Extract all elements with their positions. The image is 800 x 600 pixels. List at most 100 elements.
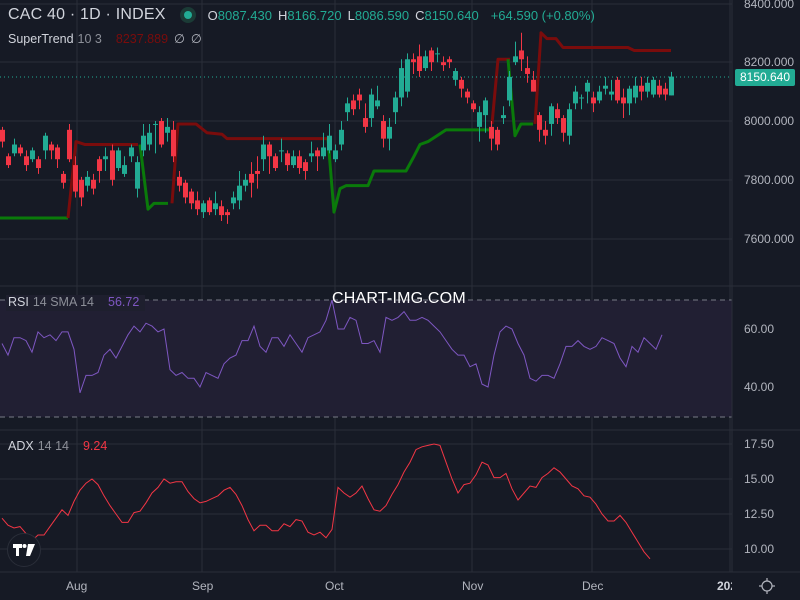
candle-body (225, 212, 230, 216)
candle-body (243, 179, 248, 186)
candle-body (435, 53, 440, 55)
candle-body (273, 156, 278, 169)
candle-body (147, 132, 152, 145)
candle-body (501, 115, 506, 119)
candle-body (79, 179, 84, 198)
candle-body (363, 118, 368, 127)
candle-body (651, 79, 656, 95)
candle-body (663, 88, 668, 95)
candle-body (339, 129, 344, 145)
adx-params: 14 14 (37, 439, 69, 453)
supertrend-value: 8237.889 (115, 32, 169, 46)
supertrend-legend[interactable]: SuperTrend 10 3 8237.889 ∅ ∅ (8, 31, 202, 46)
candle-body (465, 91, 470, 98)
time-tick: Aug (66, 579, 88, 593)
candle-body (122, 165, 127, 174)
rsi-value: 56.72 (108, 295, 140, 309)
candle-body (459, 79, 464, 89)
candle-body (441, 62, 446, 66)
symbol-title[interactable]: CAC 40 · 1D · INDEX (8, 6, 166, 23)
price-tick: 8400.000 (744, 0, 795, 11)
rsi-line (1, 299, 663, 393)
candlestick-series[interactable] (0, 32, 674, 224)
candle-body (297, 156, 302, 169)
price-tick: 8000.000 (744, 114, 795, 128)
candle-body (91, 179, 96, 189)
candle-body (103, 156, 108, 160)
candle-body (609, 91, 614, 95)
candle-body (97, 159, 102, 171)
adx-legend[interactable]: ADX 14 14 9.24 (8, 439, 107, 453)
candle-body (249, 173, 254, 183)
time-tick: Sep (192, 579, 214, 593)
open-label: O (207, 7, 218, 23)
candle-body (603, 85, 608, 89)
candle-body (423, 56, 428, 69)
candle-body (357, 94, 362, 101)
candle-body (369, 94, 374, 119)
candle-body (345, 103, 350, 113)
candle-body (543, 129, 548, 136)
adx-value: 9.24 (82, 439, 108, 453)
high-value: 8166.720 (287, 7, 342, 23)
candle-body (549, 106, 554, 124)
candle-body (85, 176, 90, 186)
candle-body (417, 56, 422, 72)
rsi-legend[interactable]: RSI 14 SMA 14 56.72 (6, 295, 146, 311)
candle-body (375, 100, 380, 107)
candle-body (333, 150, 338, 160)
change-value: +64.590 (+0.80%) (490, 7, 595, 23)
settings-gear-icon[interactable] (758, 577, 776, 595)
candle-body (579, 97, 584, 99)
candle-body (327, 135, 332, 151)
adx-tick: 12.50 (744, 507, 775, 521)
candle-body (267, 144, 272, 157)
candle-body (393, 97, 398, 113)
supertrend-line (0, 31, 671, 220)
candle-body (573, 91, 578, 104)
candle-body (141, 135, 146, 151)
price-tick: 7600.000 (744, 232, 795, 246)
adx-line (1, 443, 651, 560)
tradingview-logo-icon (13, 544, 35, 556)
candle-body (110, 150, 115, 180)
candle-body (135, 162, 140, 189)
low-label: L (347, 7, 355, 23)
candle-body (567, 109, 572, 136)
time-tick: 202 (717, 579, 732, 593)
candle-body (351, 100, 356, 110)
adx-tick: 10.00 (744, 542, 775, 556)
candle-body (633, 85, 638, 98)
adx-tick: 17.50 (744, 437, 775, 451)
candle-body (231, 197, 236, 204)
candle-body (321, 147, 326, 157)
adx-tick: 15.00 (744, 472, 775, 486)
candle-body (12, 144, 17, 154)
candle-body (18, 147, 23, 154)
candle-body (537, 115, 542, 130)
candle-body (585, 82, 590, 92)
candle-body (645, 82, 650, 92)
close-label: C (415, 7, 425, 23)
candle-body (381, 121, 386, 139)
symbol-legend[interactable]: CAC 40 · 1D · INDEX O 8087.430 H 8166.720 … (8, 6, 601, 24)
price-tick: 8200.000 (744, 55, 795, 69)
candle-body (639, 85, 644, 92)
candle-body (387, 126, 392, 139)
candle-body (183, 182, 188, 198)
candle-body (597, 91, 602, 101)
ohlc-values: O 8087.430 H 8166.720 L 8086.590 C 8150.640 … (208, 8, 601, 23)
candle-body (315, 150, 320, 157)
candle-body (621, 97, 626, 104)
supertrend-down-segment (533, 31, 671, 125)
candle-body (43, 135, 48, 151)
candle-body (525, 68, 530, 74)
candle-body (453, 71, 458, 80)
candle-body (55, 147, 60, 160)
candle-body (477, 112, 482, 127)
candle-body (285, 153, 290, 166)
tradingview-logo[interactable] (7, 533, 41, 567)
supertrend-up-segment (138, 144, 168, 211)
rsi-name: RSI (8, 295, 29, 309)
